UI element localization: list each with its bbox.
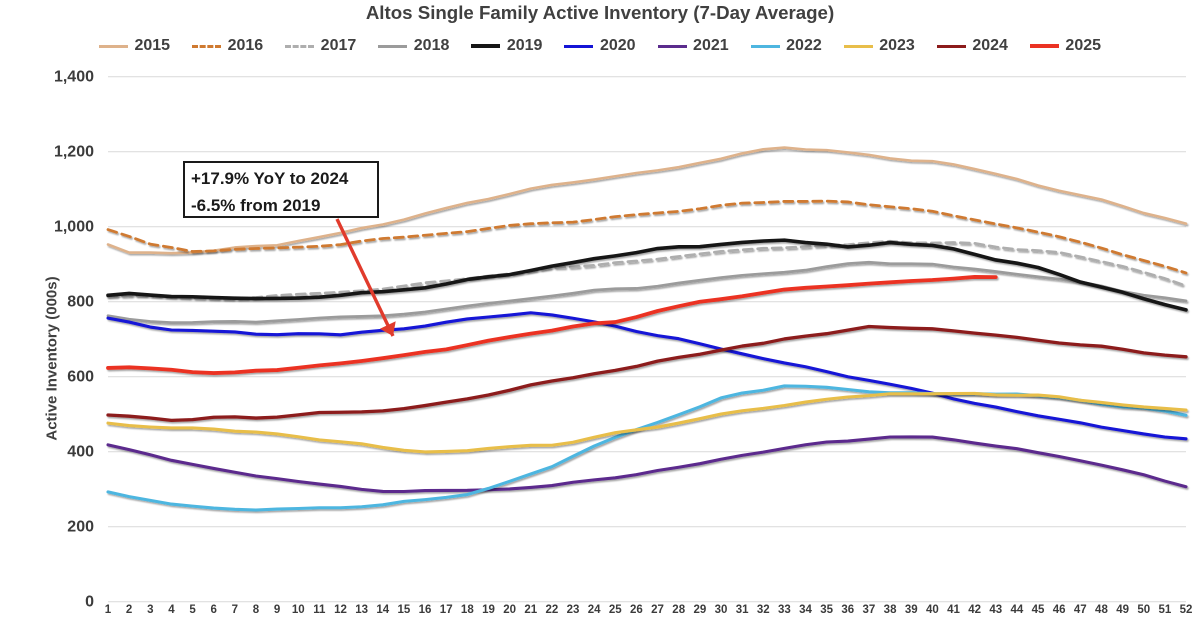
svg-text:200: 200 [67, 519, 94, 536]
svg-text:23: 23 [567, 604, 580, 616]
svg-text:45: 45 [1032, 604, 1045, 616]
svg-text:1,400: 1,400 [54, 69, 94, 86]
svg-text:46: 46 [1053, 604, 1066, 616]
svg-text:800: 800 [67, 294, 94, 311]
svg-text:9: 9 [274, 604, 280, 616]
svg-text:28: 28 [672, 604, 685, 616]
svg-text:3: 3 [147, 604, 153, 616]
svg-text:35: 35 [820, 604, 833, 616]
svg-text:44: 44 [1011, 604, 1024, 616]
svg-text:12: 12 [334, 604, 347, 616]
svg-text:18: 18 [461, 604, 474, 616]
svg-text:41: 41 [947, 604, 960, 616]
svg-text:4: 4 [168, 604, 175, 616]
svg-text:32: 32 [757, 604, 770, 616]
svg-text:21: 21 [524, 604, 537, 616]
svg-text:38: 38 [884, 604, 897, 616]
svg-text:50: 50 [1137, 604, 1150, 616]
svg-text:31: 31 [736, 604, 749, 616]
svg-text:0: 0 [85, 594, 94, 611]
svg-text:40: 40 [926, 604, 939, 616]
svg-text:20: 20 [503, 604, 516, 616]
svg-text:27: 27 [651, 604, 664, 616]
svg-text:49: 49 [1116, 604, 1129, 616]
svg-text:11: 11 [313, 604, 326, 616]
svg-text:2: 2 [126, 604, 132, 616]
svg-text:1: 1 [105, 604, 112, 616]
svg-text:17: 17 [440, 604, 453, 616]
svg-text:1,200: 1,200 [54, 144, 94, 161]
svg-text:24: 24 [588, 604, 601, 616]
svg-text:34: 34 [799, 604, 812, 616]
svg-text:7: 7 [232, 604, 238, 616]
svg-text:26: 26 [630, 604, 643, 616]
svg-text:39: 39 [905, 604, 918, 616]
svg-text:400: 400 [67, 444, 94, 461]
svg-text:8: 8 [253, 604, 260, 616]
svg-text:51: 51 [1158, 604, 1171, 616]
svg-text:52: 52 [1180, 604, 1193, 616]
svg-text:13: 13 [355, 604, 368, 616]
svg-text:33: 33 [778, 604, 791, 616]
svg-text:600: 600 [67, 369, 94, 386]
svg-text:1,000: 1,000 [54, 219, 94, 236]
svg-text:5: 5 [189, 604, 196, 616]
svg-text:6: 6 [210, 604, 216, 616]
svg-text:25: 25 [609, 604, 622, 616]
svg-text:43: 43 [989, 604, 1002, 616]
svg-text:48: 48 [1095, 604, 1108, 616]
svg-text:29: 29 [693, 604, 706, 616]
svg-text:15: 15 [398, 604, 411, 616]
svg-text:30: 30 [715, 604, 728, 616]
svg-text:16: 16 [419, 604, 432, 616]
svg-text:14: 14 [376, 604, 389, 616]
svg-text:19: 19 [482, 604, 495, 616]
svg-text:22: 22 [545, 604, 558, 616]
svg-text:37: 37 [863, 604, 876, 616]
svg-text:42: 42 [968, 604, 981, 616]
svg-text:36: 36 [841, 604, 854, 616]
svg-text:10: 10 [292, 604, 305, 616]
svg-text:47: 47 [1074, 604, 1087, 616]
